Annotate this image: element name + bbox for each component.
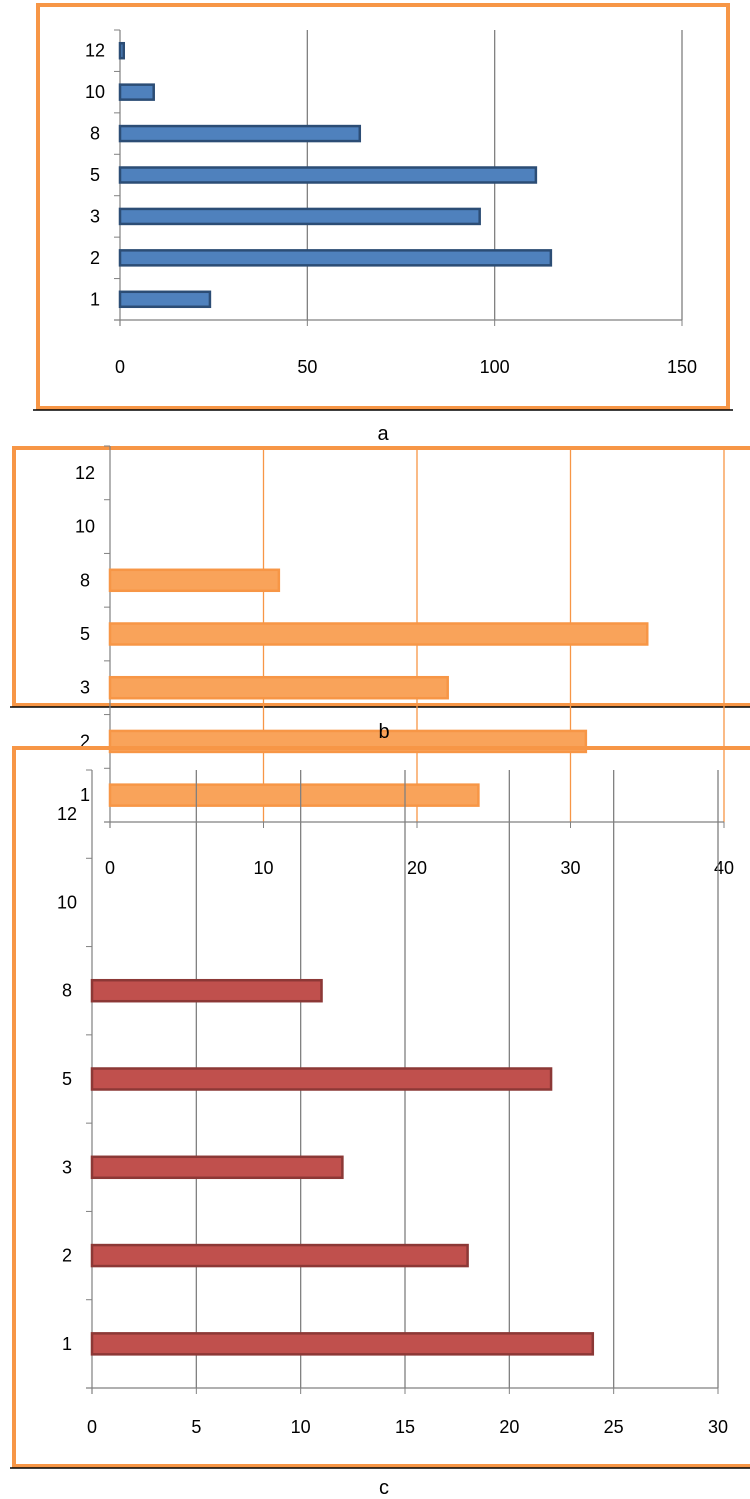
bar-b-8 [108,568,281,593]
bar-a-1 [118,290,212,309]
bar-a-3 [118,207,481,226]
x-tick-label-c-15: 15 [395,1417,415,1437]
y-tick-label-b-1: 1 [80,785,90,805]
x-tick-label-b-40: 40 [714,858,734,878]
bar-a-8 [118,124,362,143]
bar-b-1 [108,783,480,807]
x-tick-label-c-25: 25 [604,1417,624,1437]
bar-c-5 [90,1067,553,1091]
x-tick-label-c-10: 10 [291,1417,311,1437]
chart-frame-b [12,446,750,707]
bar-b-5 [108,622,649,646]
x-tick-label-b-30: 30 [560,858,580,878]
x-tick-label-b-0: 0 [105,858,115,878]
y-tick-label-a-10: 10 [85,82,105,102]
y-tick-label-c-12: 12 [57,804,77,824]
y-tick-label-c-2: 2 [62,1246,72,1266]
bar-c-1 [90,1332,595,1356]
y-tick-label-a-12: 12 [85,41,105,61]
bars-b [108,568,649,807]
bar-c-8 [90,978,323,1003]
x-tick-label-c-5: 5 [191,1417,201,1437]
y-tick-label-a-5: 5 [90,165,100,185]
bar-a-2 [118,249,553,267]
x-tick-label-b-20: 20 [407,858,427,878]
bars-a [118,41,553,309]
y-tick-label-c-3: 3 [62,1157,72,1177]
x-tick-label-a-150: 150 [667,357,697,377]
y-tick-label-c-10: 10 [57,892,77,912]
panel-label-c: c [379,1477,389,1499]
y-tick-label-b-8: 8 [80,570,90,590]
chart-frame-a [36,3,730,410]
x-tick-label-a-50: 50 [297,357,317,377]
y-tick-label-b-3: 3 [80,678,90,698]
x-tick-label-a-0: 0 [115,357,125,377]
y-tick-label-c-1: 1 [62,1334,72,1354]
y-tick-label-c-5: 5 [62,1069,72,1089]
x-tick-label-a-100: 100 [480,357,510,377]
x-tick-label-c-20: 20 [499,1417,519,1437]
panel-label-a: a [377,423,389,445]
y-tick-label-a-1: 1 [90,289,100,309]
x-tick-label-c-30: 30 [708,1417,728,1437]
y-tick-label-b-10: 10 [75,517,95,537]
panel-label-b: b [378,721,389,743]
x-tick-labels-b: 0 10 20 30 40 [105,858,734,878]
y-tick-label-c-8: 8 [62,981,72,1001]
y-tick-label-a-8: 8 [90,124,100,144]
y-tick-label-b-12: 12 [75,463,95,483]
x-tick-label-c-0: 0 [87,1417,97,1437]
bar-c-2 [90,1243,469,1268]
x-tick-labels-a: 0 50 100 150 [115,357,697,377]
bar-a-12 [118,41,125,60]
chart-frame-c [12,746,750,1468]
x-tick-label-b-10: 10 [253,858,273,878]
y-tick-label-b-5: 5 [80,624,90,644]
x-tick-labels-c: 0 5 10 15 20 25 30 [87,1417,728,1437]
bars-c [90,978,595,1356]
bar-b-3 [108,675,449,700]
bar-a-10 [118,83,155,101]
y-tick-label-b-2: 2 [80,731,90,751]
y-tick-label-a-2: 2 [90,248,100,268]
bar-a-5 [118,166,538,184]
bar-c-3 [90,1155,344,1180]
y-tick-label-a-3: 3 [90,206,100,226]
